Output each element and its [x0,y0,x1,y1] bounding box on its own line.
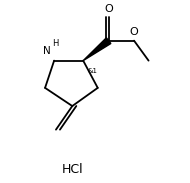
Text: HCl: HCl [62,163,83,176]
Polygon shape [83,38,111,61]
Text: H: H [52,39,59,48]
Text: N: N [43,46,51,56]
Text: O: O [130,27,139,37]
Text: O: O [104,4,113,14]
Text: &1: &1 [88,68,98,74]
